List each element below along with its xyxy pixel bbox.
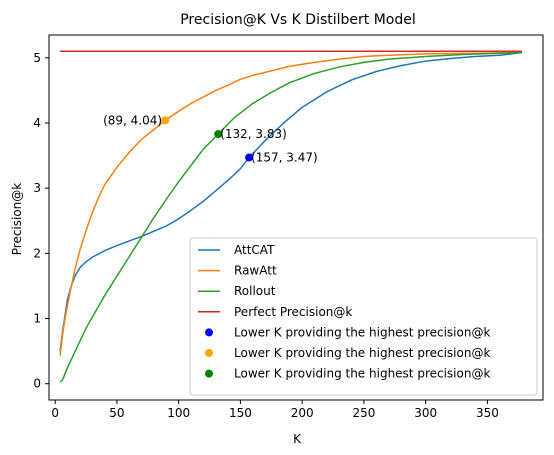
y-tick-label-4: 4 [33, 116, 41, 130]
highlight-point-1 [161, 116, 170, 125]
point-annotation-2: (132, 3.83) [220, 127, 287, 141]
legend-label-0: AttCAT [234, 243, 275, 257]
y-tick-label-3: 3 [33, 181, 41, 195]
plot-area: (157, 3.47)(89, 4.04)(132, 3.83)0 50 100 15… [33, 34, 544, 420]
legend-label-1: RawAtt [234, 264, 277, 278]
legend-label-2: Rollout [234, 284, 276, 298]
series-line-1 [59, 51, 523, 356]
legend-label-6: Lower K providing the highest precision@… [234, 367, 490, 381]
x-tick-label-3: 150 [229, 406, 252, 420]
y-tick-label-5: 5 [33, 51, 41, 65]
x-tick-label-1: 50 [109, 406, 124, 420]
x-tick-label-7: 350 [476, 406, 499, 420]
axes-frame [48, 34, 544, 401]
chart-title: Precision@K Vs K Distilbert Model [180, 12, 416, 28]
legend-label-3: Perfect Precision@k [234, 305, 352, 319]
y-tick-label-2: 2 [33, 246, 41, 260]
x-axis-label: K [293, 432, 302, 446]
x-tick-label-4: 200 [291, 406, 314, 420]
highlight-point-0 [245, 153, 254, 162]
point-annotation-0: (157, 3.47) [251, 151, 318, 165]
legend-swatch-5 [205, 349, 213, 357]
legend-label-5: Lower K providing the highest precision@… [234, 346, 490, 360]
legend-label-4: Lower K providing the highest precision@… [234, 325, 490, 339]
x-tick-label-0: 0 [51, 406, 59, 420]
legend-swatch-4 [205, 328, 213, 337]
point-annotation-1: (89, 4.04) [103, 113, 162, 127]
legend-box [189, 237, 538, 396]
highlight-point-2 [214, 130, 223, 139]
y-axis-label: Precision@k [10, 183, 24, 256]
y-tick-label-0: 0 [33, 377, 41, 391]
series-line-2 [59, 51, 523, 383]
legend: AttCAT RawAtt Rollout Perfect Precision@k Lo… [189, 237, 538, 396]
y-tick-label-1: 1 [33, 312, 41, 326]
series-line-0 [59, 51, 523, 352]
legend-swatch-6 [205, 369, 213, 378]
x-tick-label-6: 300 [414, 406, 437, 420]
x-tick-label-2: 100 [167, 406, 190, 420]
x-tick-label-5: 250 [352, 406, 375, 420]
